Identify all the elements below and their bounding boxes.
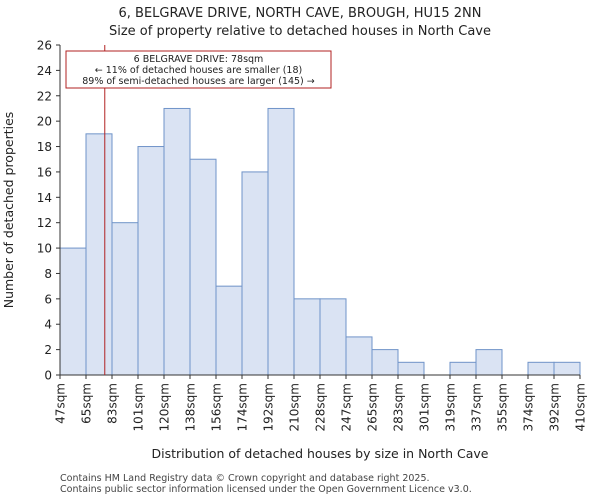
annotation-box bbox=[65, 50, 332, 89]
x-tick-label: 374sqm bbox=[522, 383, 536, 431]
x-tick-label: 101sqm bbox=[132, 383, 146, 431]
x-tick-label: 410sqm bbox=[574, 383, 588, 431]
y-tick-label: 16 bbox=[37, 165, 52, 179]
bar-101sqm bbox=[137, 146, 165, 376]
x-tick-label: 301sqm bbox=[418, 383, 432, 431]
annotation-line-3: 89% of semi-detached houses are larger (… bbox=[82, 76, 315, 87]
y-tick-label: 18 bbox=[37, 140, 52, 154]
bar-65sqm bbox=[85, 133, 113, 376]
bar-374sqm bbox=[527, 361, 555, 376]
x-tick-label: 355sqm bbox=[496, 383, 510, 431]
x-tick-label: 156sqm bbox=[210, 383, 224, 431]
x-tick-label: 138sqm bbox=[184, 383, 198, 431]
bar-283sqm bbox=[397, 361, 425, 376]
bar-138sqm bbox=[189, 158, 217, 376]
x-tick-label: 283sqm bbox=[392, 383, 406, 431]
y-tick-label: 14 bbox=[37, 191, 52, 205]
bar-210sqm bbox=[293, 298, 321, 376]
y-tick-label: 20 bbox=[37, 115, 52, 129]
x-tick-label: 47sqm bbox=[54, 383, 68, 424]
y-tick-label: 10 bbox=[37, 242, 52, 256]
bar-192sqm bbox=[267, 107, 295, 376]
bars-group bbox=[59, 107, 581, 376]
x-axis-label: Distribution of detached houses by size … bbox=[152, 446, 489, 461]
x-tick-label: 210sqm bbox=[288, 383, 302, 431]
bar-265sqm bbox=[371, 349, 399, 376]
bar-47sqm bbox=[59, 247, 87, 376]
y-tick-label: 4 bbox=[44, 318, 52, 332]
bar-319sqm bbox=[449, 361, 477, 376]
chart-title: 6, BELGRAVE DRIVE, NORTH CAVE, BROUGH, H… bbox=[119, 6, 482, 21]
y-tick-label: 24 bbox=[37, 64, 52, 78]
y-tick-label: 26 bbox=[37, 39, 52, 53]
bar-156sqm bbox=[215, 285, 243, 376]
x-tick-label: 65sqm bbox=[80, 383, 94, 424]
x-tick-label: 392sqm bbox=[548, 383, 562, 431]
chart: 6, BELGRAVE DRIVE, NORTH CAVE, BROUGH, H… bbox=[1, 6, 588, 461]
bar-120sqm bbox=[163, 107, 191, 376]
x-tick-label: 265sqm bbox=[366, 383, 380, 431]
x-tick-label: 247sqm bbox=[340, 383, 354, 431]
x-tick-label: 120sqm bbox=[158, 383, 172, 431]
bar-228sqm bbox=[319, 298, 347, 376]
bar-392sqm bbox=[553, 361, 581, 376]
x-tick-label: 337sqm bbox=[470, 383, 484, 431]
y-tick-label: 2 bbox=[44, 343, 52, 357]
y-tick-label: 22 bbox=[37, 89, 52, 103]
y-axis-label: Number of detached properties bbox=[1, 112, 16, 309]
x-tick-label: 174sqm bbox=[236, 383, 250, 431]
bar-337sqm bbox=[475, 349, 503, 376]
footer-line-1: Contains HM Land Registry data © Crown c… bbox=[60, 473, 430, 484]
x-tick-label: 319sqm bbox=[444, 383, 458, 431]
x-axis: 47sqm 65sqm 83sqm 101sqm 120sqm 138sqm 156sqm 1… bbox=[54, 374, 588, 431]
chart-subtitle: Size of property relative to detached ho… bbox=[109, 24, 491, 39]
bar-247sqm bbox=[345, 336, 373, 376]
x-tick-label: 83sqm bbox=[106, 383, 120, 424]
y-tick-label: 6 bbox=[44, 292, 52, 306]
y-tick-label: 12 bbox=[37, 216, 52, 230]
x-tick-label: 228sqm bbox=[314, 383, 328, 431]
y-tick-label: 8 bbox=[44, 267, 52, 281]
annotation-line-1: 6 BELGRAVE DRIVE: 78sqm bbox=[134, 54, 264, 65]
bar-174sqm bbox=[241, 171, 269, 376]
footer-line-2: Contains public sector information licen… bbox=[60, 484, 472, 495]
x-tick-label: 192sqm bbox=[262, 383, 276, 431]
annotation-line-2: ← 11% of detached houses are smaller (18… bbox=[95, 65, 302, 76]
bar-83sqm bbox=[111, 222, 139, 376]
y-tick-label: 0 bbox=[44, 369, 52, 383]
